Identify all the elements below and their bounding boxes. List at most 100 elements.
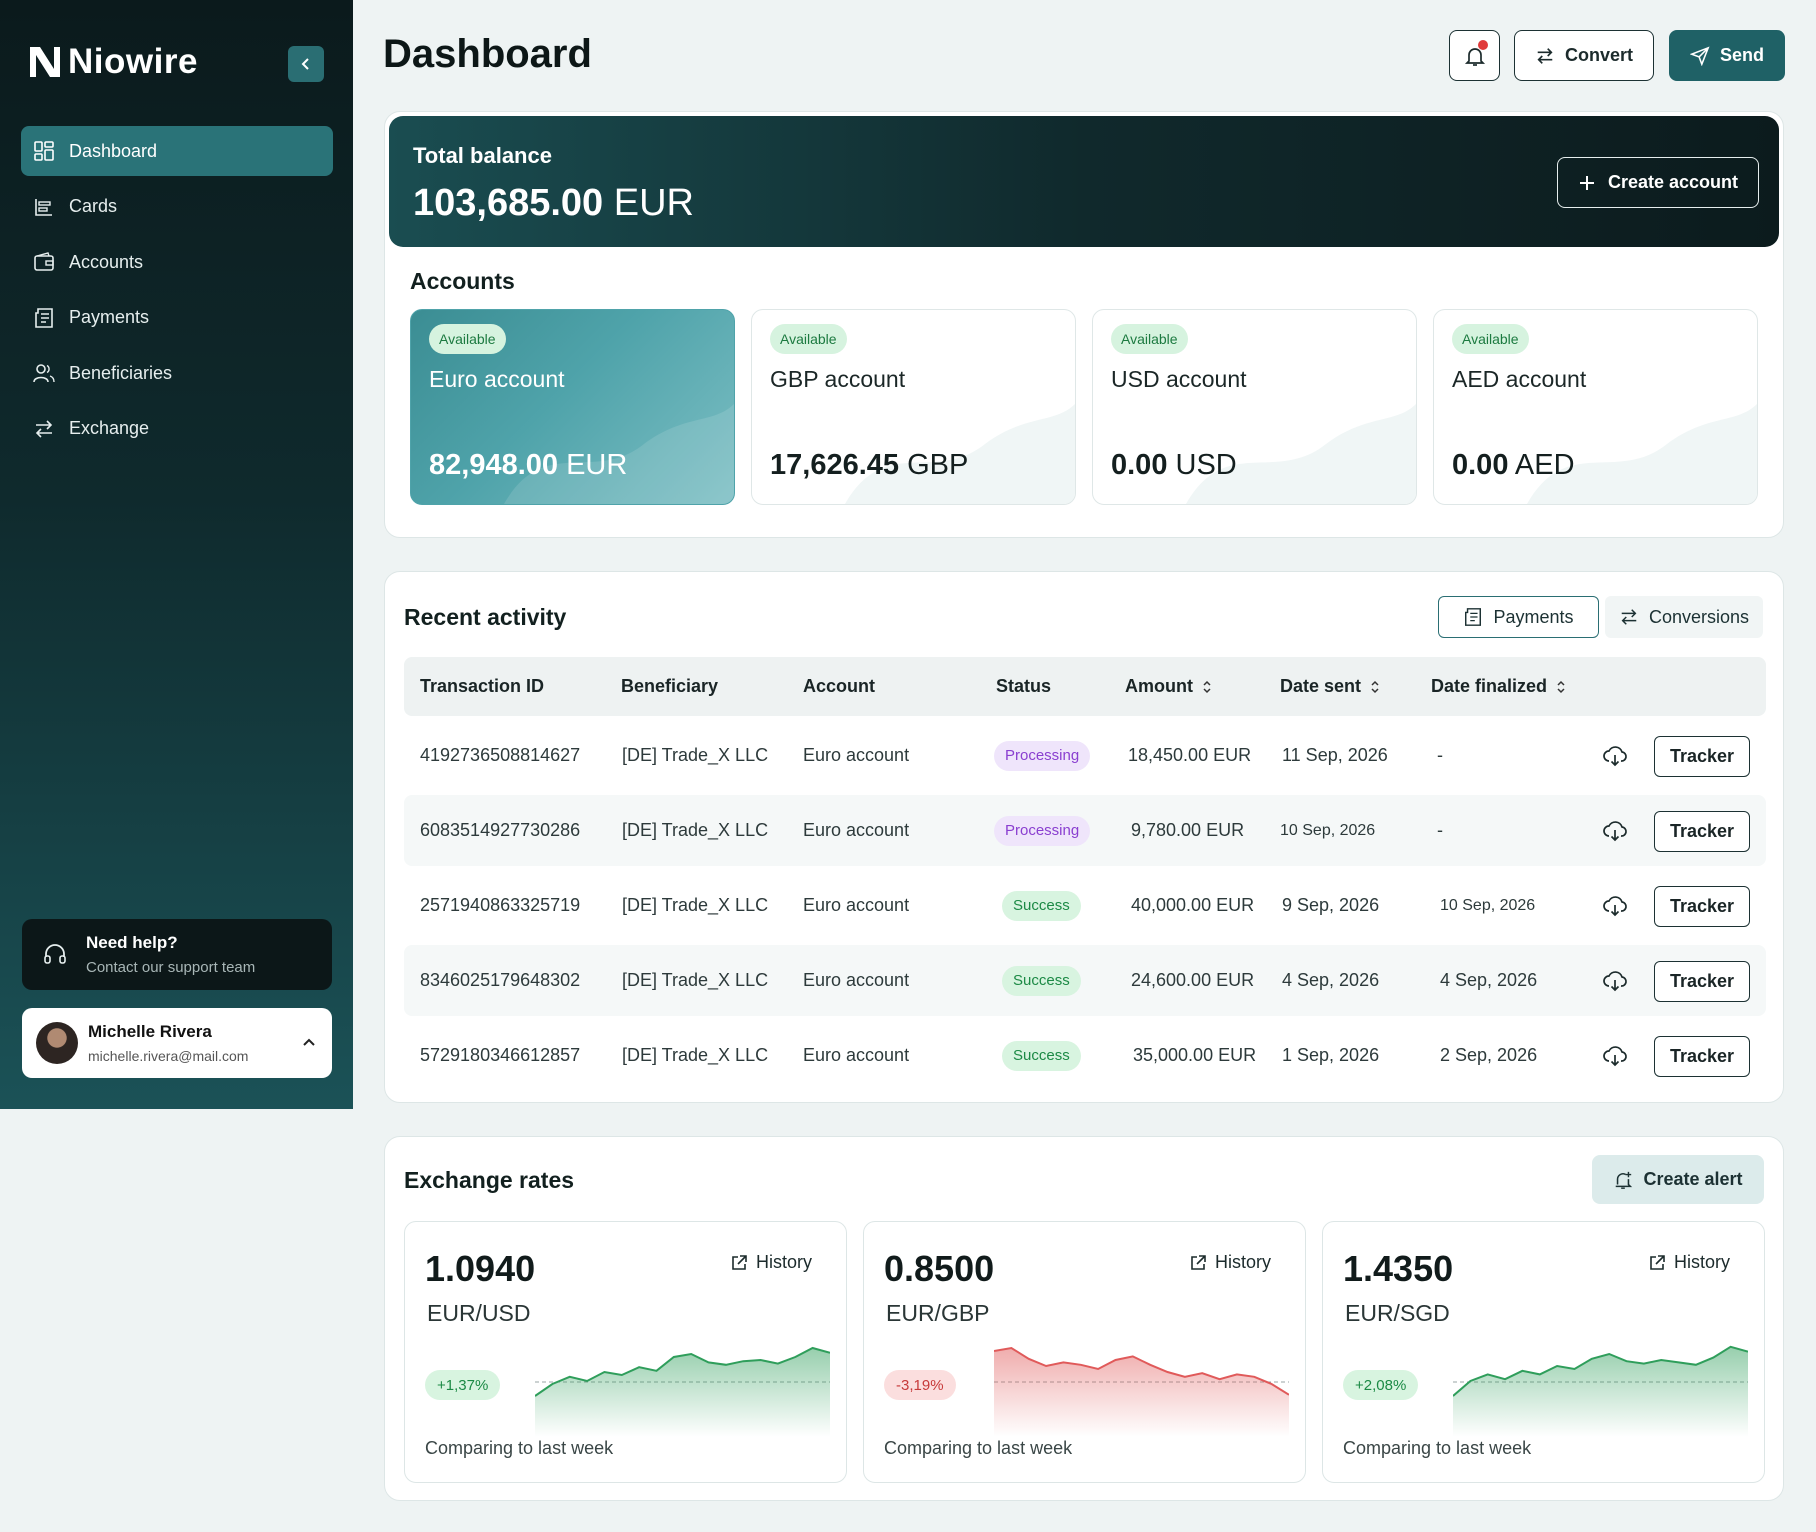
create-account-button[interactable]: Create account [1557,157,1759,208]
recent-activity-title: Recent activity [404,604,567,630]
sidebar-item-exchange[interactable]: Exchange [21,404,333,454]
history-link[interactable]: History [1648,1252,1730,1273]
sort-icon [1371,680,1379,693]
change-badge: +2,08% [1343,1370,1419,1400]
cell-status: Success [1002,945,1081,1016]
send-button[interactable]: Send [1669,30,1785,81]
download-cloud-icon[interactable] [1602,743,1628,769]
sidebar-item-accounts[interactable]: Accounts [21,237,333,287]
col-transaction-id: Transaction ID [420,657,544,716]
balance-currency: EUR [613,182,694,224]
bell-icon [1464,47,1485,66]
rate-card-eur-sgd[interactable]: 1.4350 EUR/SGD History +2,08% Comparing … [1322,1221,1765,1483]
sparkline-line [1453,1345,1748,1397]
column-label: Beneficiary [621,676,719,696]
balance-panel: Total balance 103,685.00 EUR Create acco… [384,111,1784,538]
history-link[interactable]: History [1189,1252,1271,1273]
tracker-button[interactable]: Tracker [1654,886,1750,927]
total-balance-banner: Total balance 103,685.00 EUR Create acco… [389,116,1779,247]
table-row[interactable]: 6083514927730286 [DE] Trade_X LLC Euro a… [404,795,1766,866]
balance-value: 103,685.00 [413,182,604,224]
user-name: Michelle Rivera [88,1022,212,1041]
cell-amount: 40,000.00 EUR [1131,895,1255,915]
create-alert-button[interactable]: Create alert [1592,1155,1764,1204]
tab-payments[interactable]: Payments [1438,596,1599,638]
help-box[interactable]: Need help? Contact our support team [22,919,332,990]
convert-label: Convert [1564,45,1633,65]
account-amount: 0.00 [1452,449,1509,481]
dashboard-icon [34,141,54,161]
convert-button[interactable]: Convert [1514,30,1654,81]
account-balance: 82,948.00 EUR [429,449,627,482]
sidebar-item-payments[interactable]: Payments [21,293,333,343]
cell-status: Processing [994,795,1091,866]
sidebar-item-dashboard[interactable]: Dashboard [21,126,333,176]
history-label: History [1214,1252,1271,1272]
account-currency: GBP [907,449,969,481]
cell-date-sent: 11 Sep, 2026 [1282,745,1388,765]
sparkline-line [535,1346,830,1397]
download-cloud-icon[interactable] [1602,1043,1628,1069]
cell-amount: 35,000.00 EUR [1133,1045,1257,1065]
rate-card-eur-usd[interactable]: 1.0940 EUR/USD History +1,37% Comparing … [404,1221,847,1483]
status-badge: Available [1452,324,1529,354]
rate-card-eur-gbp[interactable]: 0.8500 EUR/GBP History -3,19% Comparing … [863,1221,1306,1483]
cell-transaction-id: 5729180346612857 [420,1045,581,1065]
column-label: Date finalized [1431,676,1548,696]
page-title: Dashboard [383,32,592,76]
cell-account: Euro account [803,1045,910,1065]
account-card-eur[interactable]: Available Euro account 82,948.00 EUR [410,309,735,505]
status-badge: Success [1002,1040,1081,1071]
cell-date-sent: 1 Sep, 2026 [1282,1045,1380,1065]
account-balance: 0.00 AED [1452,449,1575,482]
sparkline-chart [994,1346,1289,1437]
table-row[interactable]: 2571940863325719 [DE] Trade_X LLC Euro a… [404,870,1766,941]
tracker-button[interactable]: Tracker [1654,811,1750,852]
headset-icon [44,943,66,964]
table-row[interactable]: 4192736508814627 [DE] Trade_X LLC Euro a… [404,720,1766,791]
external-link-icon [732,1254,747,1270]
sidebar-item-cards[interactable]: Cards [21,182,333,232]
download-cloud-icon[interactable] [1602,968,1628,994]
change-badge: +1,37% [425,1370,501,1400]
sidebar-item-label: Accounts [69,251,144,272]
help-subtitle: Contact our support team [86,959,256,976]
table-row[interactable]: 5729180346612857 [DE] Trade_X LLC Euro a… [404,1020,1766,1091]
cell-beneficiary: [DE] Trade_X LLC [622,820,769,840]
collapse-sidebar-button[interactable] [288,46,324,82]
notifications-button[interactable] [1449,30,1500,81]
accounts-title: Accounts [410,268,515,294]
download-cloud-icon[interactable] [1602,893,1628,919]
avatar [36,1022,78,1064]
cell-beneficiary: [DE] Trade_X LLC [622,1045,769,1065]
tab-conversions[interactable]: Conversions [1605,596,1763,638]
tracker-button[interactable]: Tracker [1654,961,1750,1002]
download-cloud-icon[interactable] [1602,818,1628,844]
account-card-usd[interactable]: Available USD account 0.00 USD [1092,309,1417,505]
sparkline-area [994,1348,1289,1437]
cell-status: Success [1002,870,1081,941]
external-link-icon [1650,1254,1665,1270]
account-card-aed[interactable]: Available AED account 0.00 AED [1433,309,1758,505]
tracker-button[interactable]: Tracker [1654,1036,1750,1077]
notification-dot [1478,40,1488,50]
history-link[interactable]: History [730,1252,812,1273]
status-badge: Available [429,324,506,354]
account-card-gbp[interactable]: Available GBP account 17,626.45 GBP [751,309,1076,505]
sidebar-item-beneficiaries[interactable]: Beneficiaries [21,348,333,398]
chevron-left-icon [301,58,309,70]
tracker-button[interactable]: Tracker [1654,736,1750,777]
sidebar: Niowire Dashboard Cards Accounts Payment… [0,0,353,1109]
account-currency: USD [1175,449,1237,481]
send-label: Send [1719,45,1764,65]
col-date-sent[interactable]: Date sent [1280,657,1381,716]
table-row[interactable]: 8346025179648302 [DE] Trade_X LLC Euro a… [404,945,1766,1016]
cell-date-finalized: 2 Sep, 2026 [1440,1045,1538,1065]
card-wave-decoration [1527,404,1757,504]
create-account-label: Create account [1607,172,1739,192]
sort-icon [1203,680,1211,693]
user-menu[interactable]: Michelle Rivera michelle.rivera@mail.com [22,1008,332,1078]
logo[interactable]: Niowire [28,42,198,82]
col-amount[interactable]: Amount [1125,657,1213,716]
col-date-finalized[interactable]: Date finalized [1431,657,1567,716]
